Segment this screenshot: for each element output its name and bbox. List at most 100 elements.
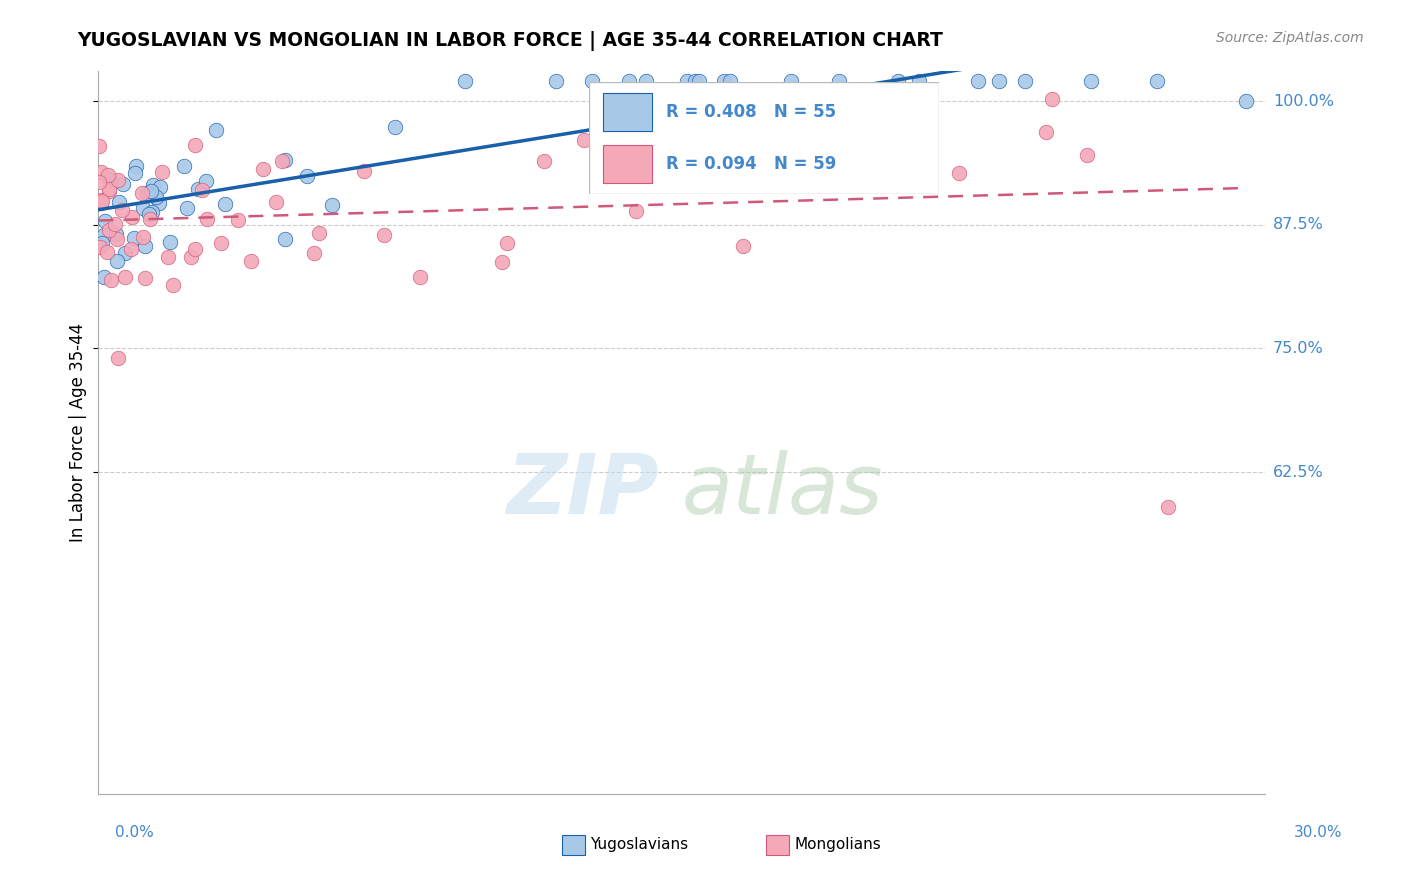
Point xyxy=(1035,125,1057,139)
Point xyxy=(124,166,146,180)
Point xyxy=(1076,147,1098,161)
Point xyxy=(139,184,162,198)
Point xyxy=(138,207,160,221)
Point xyxy=(90,196,112,211)
Point xyxy=(1146,74,1168,88)
Point xyxy=(948,166,970,180)
Point xyxy=(173,159,195,173)
Point xyxy=(239,253,262,268)
Point xyxy=(134,271,156,285)
Point xyxy=(733,239,755,253)
Point xyxy=(780,74,803,88)
Point xyxy=(105,254,128,268)
Point xyxy=(384,120,406,134)
Point xyxy=(149,180,172,194)
Point xyxy=(720,74,742,88)
Point xyxy=(120,243,142,257)
Point xyxy=(136,186,159,200)
Point xyxy=(581,74,603,88)
Point xyxy=(96,244,118,259)
Point xyxy=(274,153,297,167)
Text: atlas: atlas xyxy=(682,450,883,531)
Point xyxy=(141,205,163,219)
Point xyxy=(134,239,156,253)
Point xyxy=(87,175,110,189)
Text: 0.0%: 0.0% xyxy=(115,825,155,840)
Point xyxy=(93,214,115,228)
Point xyxy=(98,173,121,187)
Point xyxy=(132,201,155,215)
Text: Yugoslavians: Yugoslavians xyxy=(591,838,689,852)
Point xyxy=(886,74,908,88)
Point xyxy=(183,242,205,256)
Text: ZIP: ZIP xyxy=(506,450,658,531)
Point xyxy=(93,269,115,284)
Point xyxy=(1157,500,1180,514)
Point xyxy=(228,213,250,227)
Point xyxy=(157,250,180,264)
Text: Mongolians: Mongolians xyxy=(794,838,882,852)
Point xyxy=(183,137,205,152)
Point xyxy=(91,236,114,251)
Point xyxy=(858,143,880,157)
Point xyxy=(145,190,167,204)
Point xyxy=(619,74,641,88)
Point xyxy=(496,235,519,250)
Point xyxy=(409,269,432,284)
Point xyxy=(195,174,218,188)
Point xyxy=(105,227,128,241)
Point xyxy=(1014,74,1036,88)
Point xyxy=(111,177,134,191)
Text: Source: ZipAtlas.com: Source: ZipAtlas.com xyxy=(1216,31,1364,45)
Point xyxy=(114,246,136,260)
Point xyxy=(132,230,155,244)
Point xyxy=(97,168,120,182)
Point xyxy=(98,223,121,237)
Point xyxy=(105,232,128,246)
Point xyxy=(205,123,228,137)
Point xyxy=(321,198,343,212)
Point xyxy=(688,74,710,88)
Point xyxy=(295,169,318,183)
Point xyxy=(103,217,125,231)
Y-axis label: In Labor Force | Age 35-44: In Labor Force | Age 35-44 xyxy=(69,323,87,542)
Point xyxy=(139,212,162,227)
Point xyxy=(1080,74,1102,88)
Point xyxy=(662,143,685,157)
Point xyxy=(89,240,111,254)
Point xyxy=(122,231,145,245)
Point xyxy=(214,197,236,211)
Point xyxy=(827,74,849,88)
Point xyxy=(100,273,122,287)
Point xyxy=(87,139,110,153)
Point xyxy=(176,201,198,215)
Point xyxy=(111,203,134,218)
Point xyxy=(90,165,112,179)
Point xyxy=(675,74,697,88)
Text: 62.5%: 62.5% xyxy=(1274,465,1324,480)
Point xyxy=(150,165,173,179)
Point xyxy=(353,163,375,178)
Point xyxy=(908,74,931,88)
Text: 87.5%: 87.5% xyxy=(1274,218,1324,232)
Point xyxy=(685,74,707,88)
Point xyxy=(302,245,325,260)
Point xyxy=(1234,94,1257,108)
Point xyxy=(1040,92,1063,106)
Point xyxy=(187,182,209,196)
Point xyxy=(98,185,121,199)
Text: 30.0%: 30.0% xyxy=(1295,825,1343,840)
Point xyxy=(125,159,148,173)
Point xyxy=(114,270,136,285)
Point xyxy=(988,74,1011,88)
Point xyxy=(626,203,648,218)
Point xyxy=(97,182,120,196)
Point xyxy=(159,235,181,249)
Point xyxy=(107,172,129,186)
Point xyxy=(718,83,741,97)
Point xyxy=(544,74,567,88)
Point xyxy=(800,146,823,161)
Point xyxy=(141,178,163,193)
Point xyxy=(180,250,202,264)
Point xyxy=(491,255,513,269)
